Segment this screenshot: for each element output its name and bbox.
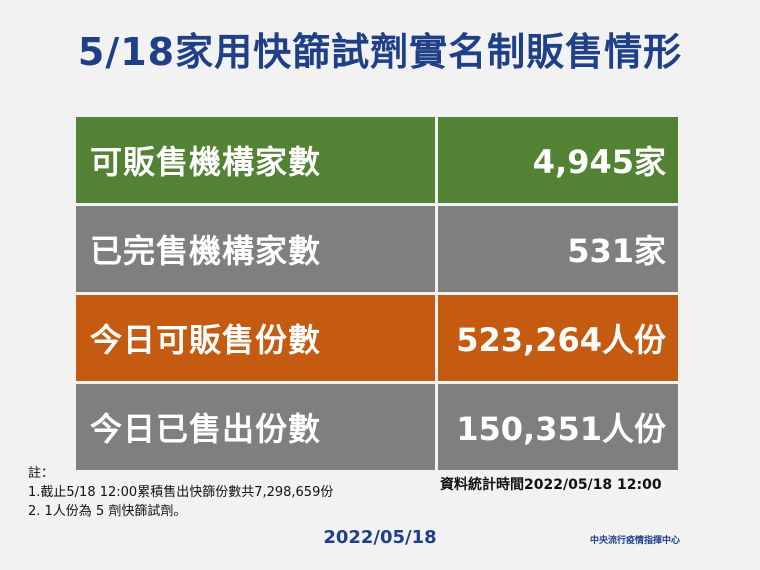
row-value-soldout-stores: 531家 bbox=[438, 206, 678, 292]
row-value-available-stores: 4,945家 bbox=[438, 117, 678, 203]
row-label-available-stores: 可販售機構家數 bbox=[76, 117, 435, 203]
table-row: 今日已售出份數 150,351人份 bbox=[76, 384, 678, 470]
row-value-sold-units: 150,351人份 bbox=[438, 384, 678, 470]
sales-table: 可販售機構家數 4,945家 已完售機構家數 531家 今日可販售份數 523,… bbox=[76, 117, 678, 473]
report-date: 2022/05/18 bbox=[323, 527, 437, 548]
notes-line-1: 1.截止5/18 12:00累積售出快篩份數共7,298,659份 bbox=[28, 485, 334, 500]
table-row: 可販售機構家數 4,945家 bbox=[76, 117, 678, 203]
row-label-sold-units: 今日已售出份數 bbox=[76, 384, 435, 470]
statistics-time: 資料統計時間2022/05/18 12:00 bbox=[440, 477, 662, 493]
notes-heading: 註： bbox=[28, 466, 55, 481]
row-label-soldout-stores: 已完售機構家數 bbox=[76, 206, 435, 292]
table-row: 今日可販售份數 523,264人份 bbox=[76, 295, 678, 381]
row-label-available-units: 今日可販售份數 bbox=[76, 295, 435, 381]
organization-name: 中央流行疫情指揮中心 bbox=[590, 536, 681, 546]
row-value-available-units: 523,264人份 bbox=[438, 295, 678, 381]
notes: 註： 1.截止5/18 12:00累積售出快篩份數共7,298,659份 2. … bbox=[28, 464, 333, 521]
notes-line-2: 2. 1人份為 5 劑快篩試劑。 bbox=[28, 504, 187, 519]
table-row: 已完售機構家數 531家 bbox=[76, 206, 678, 292]
page-title: 5/18家用快篩試劑實名制販售情形 bbox=[77, 30, 683, 74]
